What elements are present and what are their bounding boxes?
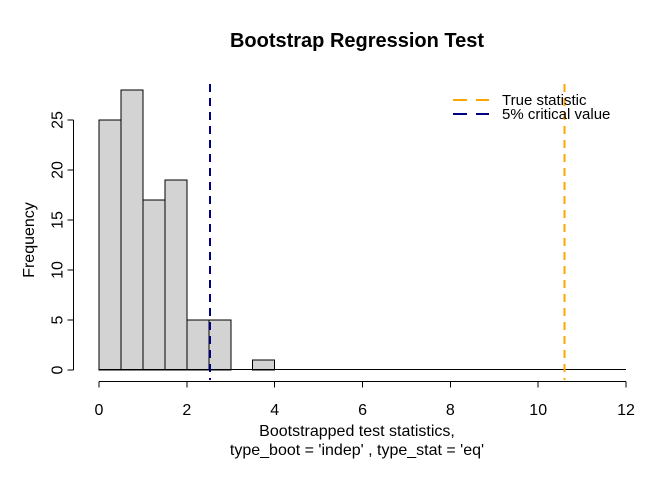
x-tick-label: 10 bbox=[529, 402, 547, 419]
histogram-bar bbox=[142, 199, 166, 371]
y-axis-title: Frequency bbox=[21, 202, 38, 278]
y-tick-label: 20 bbox=[50, 161, 67, 179]
x-axis-title-line1: Bootstrapped test statistics, bbox=[259, 423, 455, 440]
histogram-bar bbox=[186, 319, 210, 371]
histogram-bar bbox=[252, 359, 276, 371]
y-tick-label: 0 bbox=[50, 365, 67, 374]
y-tick-label: 5 bbox=[50, 315, 67, 324]
x-tick-label: 4 bbox=[270, 402, 279, 419]
x-axis-title-line2: type_boot = 'indep' , type_stat = 'eq' bbox=[229, 442, 485, 459]
x-tick-label: 12 bbox=[617, 402, 635, 419]
histogram-bar bbox=[208, 319, 232, 371]
orange-dashed-line-icon bbox=[453, 99, 489, 101]
histogram-bar bbox=[164, 179, 188, 371]
y-tick-label: 10 bbox=[50, 261, 67, 279]
y-tick-label: 25 bbox=[50, 111, 67, 129]
x-tick-label: 8 bbox=[446, 402, 455, 419]
legend-item-true-statistic: True statistic bbox=[452, 91, 610, 109]
legend-item-critical-value: 5% critical value bbox=[452, 105, 611, 123]
x-tick-label: 2 bbox=[182, 402, 191, 419]
navy-dashed-line-icon bbox=[453, 113, 489, 115]
x-tick-label: 6 bbox=[358, 402, 367, 419]
legend-label-critical-value: 5% critical value bbox=[502, 105, 611, 123]
chart-title: Bootstrap Regression Test bbox=[229, 30, 485, 52]
legend: True statistic 5% critical value bbox=[452, 91, 611, 123]
x-tick-label: 0 bbox=[95, 402, 104, 419]
legend-label-true-statistic: True statistic bbox=[502, 91, 587, 109]
x-axis-title: Bootstrapped test statistics, type_boot … bbox=[52, 422, 662, 460]
histogram-bar bbox=[120, 89, 144, 371]
y-tick-label: 15 bbox=[50, 211, 67, 229]
histogram-bar bbox=[98, 119, 122, 371]
